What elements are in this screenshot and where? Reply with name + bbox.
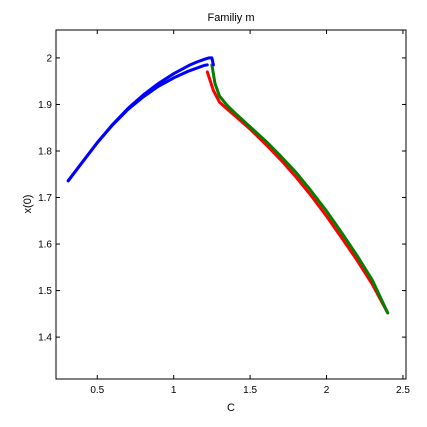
y-tick-label: 1.6 [38, 240, 52, 251]
y-tick-label: 1.4 [38, 333, 52, 344]
x-tick-label: 2 [324, 385, 330, 396]
plot-frame [55, 29, 407, 380]
y-tick-label: 2 [46, 53, 52, 64]
series-line-2 [210, 63, 390, 315]
plot-background [56, 30, 406, 379]
series-line-4 [66, 56, 215, 183]
y-axis-ticks: 1.4 1.5 1.6 1.7 1.8 1.9 2 [38, 53, 406, 344]
x-tick-label: 2.5 [396, 385, 410, 396]
series-line-1 [205, 70, 390, 315]
y-tick-label: 1.5 [38, 286, 52, 297]
x-axis-label: C [227, 402, 235, 414]
x-tick-label: 1.5 [243, 385, 257, 396]
y-tick-label: 1.7 [38, 193, 52, 204]
chart-title: Familiy m [207, 12, 254, 24]
x-tick-label: 1 [171, 385, 177, 396]
x-axis-ticks: 0.5 1 1.5 2 2.5 [90, 30, 410, 396]
y-axis-label: x(0) [22, 195, 34, 214]
series-layer [66, 56, 390, 315]
x-tick-label: 0.5 [90, 385, 104, 396]
y-tick-label: 1.8 [38, 146, 52, 157]
y-tick-label: 1.9 [38, 100, 52, 111]
